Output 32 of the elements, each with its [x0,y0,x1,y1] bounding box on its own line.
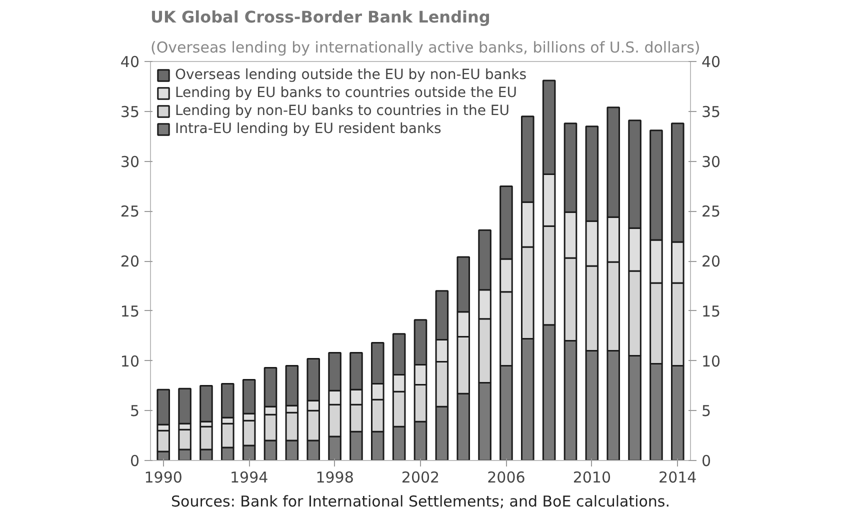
y2-tick-label: 35 [702,102,721,121]
legend-label: Lending by EU banks to countries outside the EU [175,85,517,101]
y-tick-label: 20 [120,252,140,270]
y-tick-label: 10 [120,352,140,370]
y2-tick-label: 30 [702,152,721,171]
chart-title: UK Global Cross-Border Bank Lending [150,8,490,26]
y-tick-label: 25 [120,202,140,221]
y2-tick-label: 0 [702,452,712,470]
y2-tick-label: 20 [702,252,721,270]
y-tick-label: 40 [120,53,140,71]
x-tick-label: 1998 [316,468,354,486]
y2-tick-label: 10 [702,352,721,370]
x-tick-label: 1994 [230,468,268,486]
y-tick-label: 30 [120,152,140,171]
legend-label: Intra-EU lending by EU resident banks [175,121,442,137]
legend-label: Overseas lending outside the EU by non-EU banks [175,67,527,83]
x-tick-label: 1990 [144,468,182,486]
y-tick-label: 5 [130,402,140,420]
source-note: Sources: Bank for International Settlements; and BoE calculations. [170,492,670,510]
y2-tick-label: 5 [702,402,712,420]
x-tick-label: 2006 [487,468,526,486]
y2-tick-label: 40 [702,53,721,71]
chart-subtitle: (Overseas lending by internationally active banks, billions of U.S. dollars) [150,38,700,56]
legend-label: Lending by non-EU banks to countries in the EU [175,103,510,119]
y2-tick-label: 15 [702,302,721,320]
y2-tick-label: 25 [702,202,721,221]
y-tick-label: 0 [130,452,140,470]
y-tick-label: 35 [120,102,140,121]
x-tick-label: 2010 [572,468,612,486]
y-tick-label: 15 [120,302,140,320]
x-tick-label: 2014 [658,468,697,486]
x-tick-label: 2002 [401,468,440,486]
